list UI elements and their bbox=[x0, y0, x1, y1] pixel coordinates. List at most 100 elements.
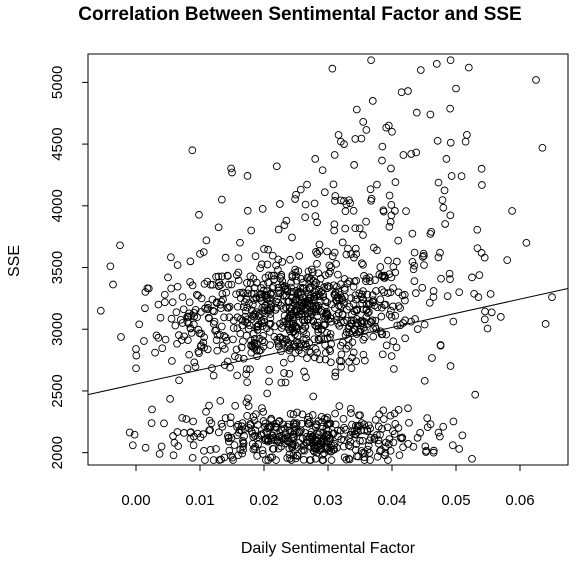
data-point bbox=[215, 456, 224, 464]
data-point bbox=[356, 436, 364, 445]
data-point bbox=[317, 441, 326, 449]
data-point bbox=[429, 293, 438, 301]
data-point bbox=[355, 289, 364, 298]
data-point bbox=[297, 302, 306, 311]
data-point bbox=[250, 335, 259, 343]
data-point bbox=[352, 357, 361, 366]
data-point bbox=[239, 337, 247, 346]
data-point bbox=[244, 394, 252, 403]
data-point bbox=[390, 409, 399, 418]
data-point bbox=[381, 451, 389, 460]
data-point bbox=[224, 280, 233, 289]
data-point bbox=[246, 420, 255, 428]
data-point bbox=[383, 423, 392, 432]
data-point bbox=[217, 419, 226, 428]
data-point bbox=[439, 422, 448, 431]
data-point bbox=[376, 327, 385, 336]
data-point bbox=[266, 310, 275, 318]
x-tick-label: 0.01 bbox=[185, 492, 214, 509]
data-point bbox=[481, 307, 489, 316]
data-point bbox=[323, 328, 331, 337]
data-point bbox=[337, 196, 345, 205]
data-point bbox=[368, 316, 377, 325]
data-point bbox=[184, 336, 192, 345]
data-point bbox=[199, 248, 208, 256]
data-point bbox=[389, 262, 398, 271]
data-point bbox=[277, 425, 286, 434]
data-point bbox=[147, 419, 156, 427]
data-point bbox=[279, 321, 288, 330]
data-point bbox=[313, 348, 321, 357]
data-point bbox=[265, 320, 274, 329]
data-point bbox=[291, 195, 299, 203]
data-point bbox=[249, 445, 258, 454]
data-point bbox=[348, 420, 356, 429]
data-point bbox=[274, 286, 283, 295]
data-point bbox=[382, 330, 391, 339]
data-point bbox=[328, 64, 337, 73]
data-point bbox=[356, 411, 364, 420]
data-point bbox=[154, 300, 163, 309]
data-point bbox=[330, 226, 339, 235]
data-point bbox=[330, 220, 339, 229]
data-point bbox=[461, 137, 470, 146]
data-point bbox=[352, 306, 361, 314]
data-point bbox=[413, 325, 422, 333]
data-point bbox=[202, 236, 211, 245]
data-point bbox=[421, 442, 430, 451]
data-point bbox=[283, 287, 292, 296]
x-tick-label: 0.06 bbox=[505, 492, 534, 509]
data-point bbox=[255, 310, 264, 318]
data-point bbox=[386, 288, 395, 297]
data-point bbox=[409, 265, 418, 274]
data-point bbox=[410, 277, 419, 285]
data-point bbox=[286, 255, 294, 264]
data-point bbox=[184, 312, 193, 321]
data-point bbox=[310, 444, 319, 453]
data-point bbox=[274, 255, 283, 264]
data-point bbox=[267, 422, 275, 431]
data-point bbox=[228, 453, 237, 462]
data-point bbox=[351, 244, 360, 253]
data-point bbox=[325, 434, 333, 443]
data-point bbox=[229, 335, 237, 344]
data-point bbox=[268, 251, 277, 260]
data-point bbox=[405, 418, 413, 427]
data-point bbox=[291, 454, 300, 463]
data-point bbox=[350, 277, 359, 286]
data-point bbox=[305, 276, 314, 284]
data-point bbox=[260, 338, 269, 347]
data-point bbox=[301, 322, 309, 331]
data-point bbox=[209, 371, 218, 380]
data-point bbox=[274, 339, 283, 348]
data-point bbox=[381, 448, 390, 457]
data-point bbox=[318, 166, 327, 175]
data-point bbox=[175, 376, 183, 385]
data-point bbox=[109, 280, 117, 289]
data-point bbox=[223, 271, 232, 280]
data-point bbox=[325, 446, 333, 455]
data-point bbox=[194, 347, 203, 356]
data-point bbox=[173, 261, 182, 269]
y-tick-label: 4500 bbox=[49, 127, 66, 160]
data-point bbox=[249, 329, 258, 338]
data-point bbox=[227, 434, 236, 442]
data-point bbox=[387, 164, 395, 173]
data-point bbox=[216, 331, 224, 339]
data-point bbox=[446, 211, 455, 220]
data-point bbox=[106, 262, 115, 271]
data-point bbox=[352, 105, 361, 114]
data-point bbox=[285, 346, 294, 355]
y-tick-label: 2500 bbox=[49, 374, 66, 407]
data-point bbox=[428, 354, 436, 362]
data-point bbox=[345, 357, 353, 366]
data-point bbox=[154, 333, 163, 342]
data-point bbox=[457, 172, 466, 180]
data-point bbox=[368, 291, 377, 300]
data-point bbox=[480, 253, 489, 262]
data-point bbox=[341, 207, 350, 215]
data-point bbox=[232, 290, 240, 299]
data-point bbox=[277, 324, 286, 332]
data-point bbox=[233, 371, 241, 380]
data-point bbox=[413, 433, 422, 442]
